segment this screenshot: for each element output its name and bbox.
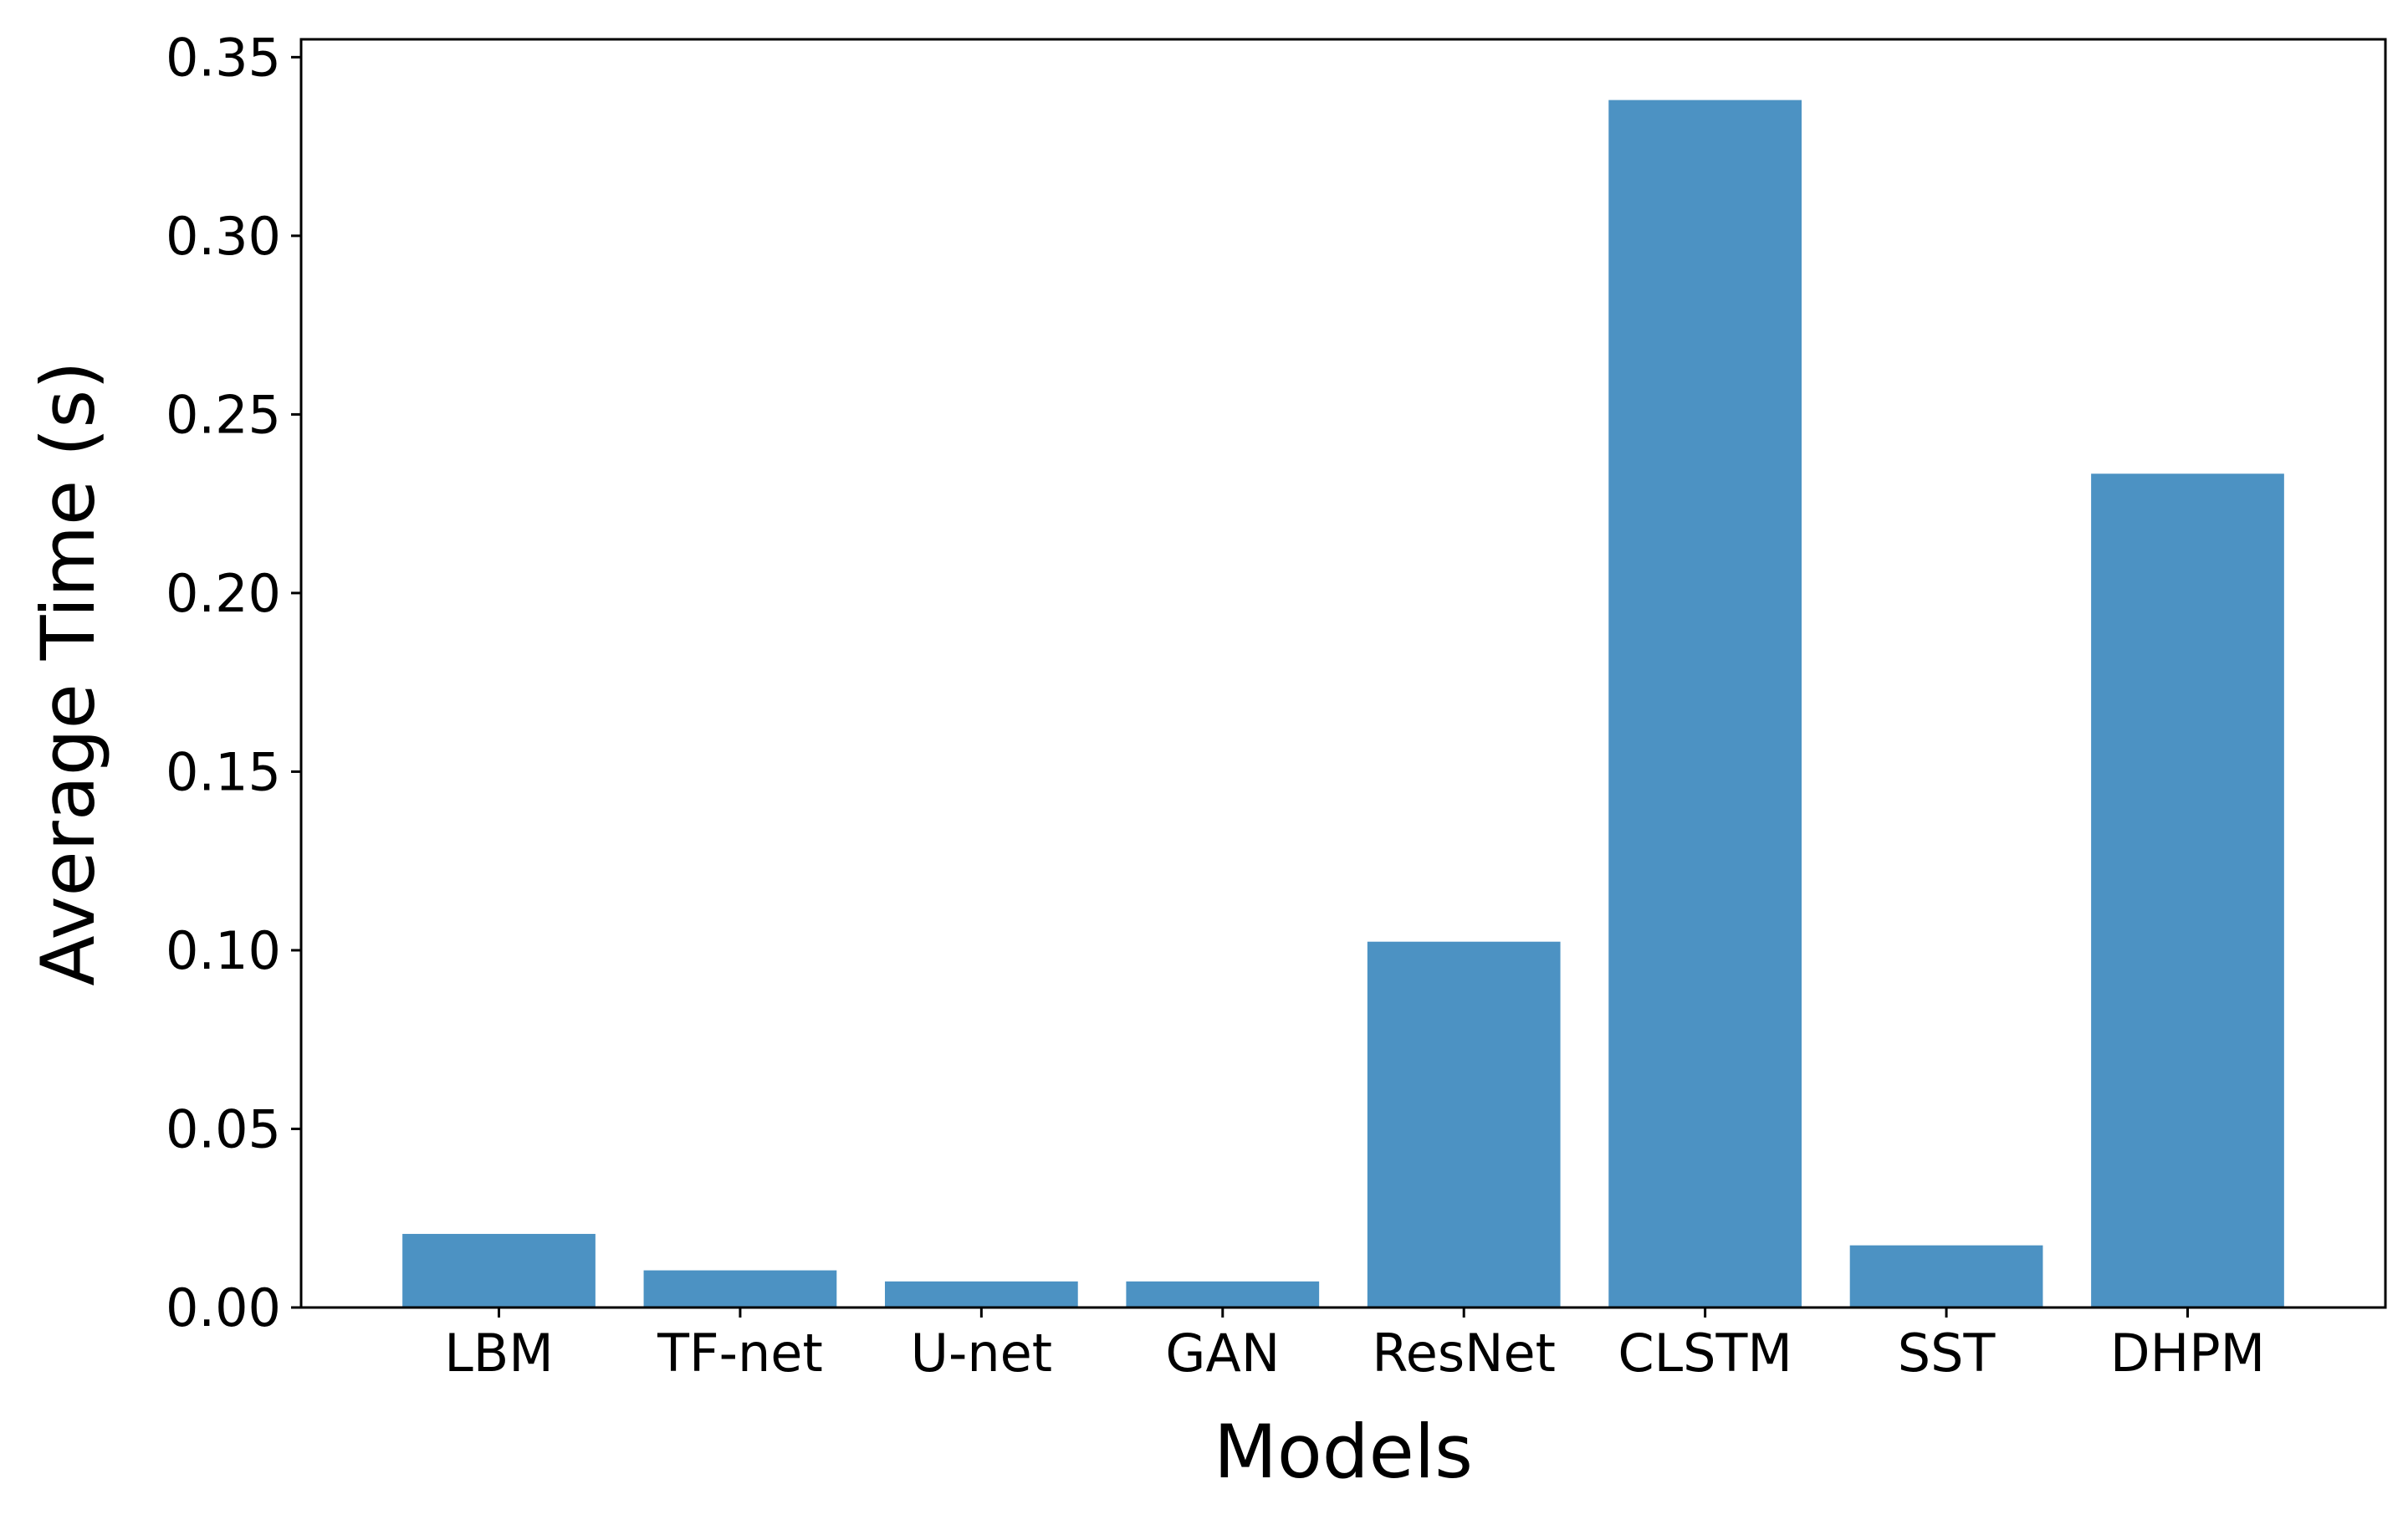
bar-resnet [1367,941,1561,1308]
x-tick-label: ResNet [1372,1323,1556,1384]
y-axis-ticks: 0.00 0.05 0.10 0.15 0.20 0.25 0.30 0.35 [166,27,301,1338]
bar-dhpm [2091,473,2284,1308]
x-tick-label: GAN [1165,1323,1280,1384]
bar-tf-net [643,1270,837,1308]
bar-u-net [884,1281,1078,1308]
y-axis-label: Average Time (s) [25,361,111,985]
y-tick-label: 0.30 [166,206,281,267]
plot-frame [299,38,2387,1309]
x-tick-label: DHPM [2110,1323,2265,1384]
bar-lbm [402,1234,596,1308]
x-axis-ticks: LBM TF-net U-net GAN ResNet CLSTM SST DHPM [444,1308,2265,1384]
bar-clstm [1608,100,1802,1308]
x-tick-label: CLSTM [1618,1323,1792,1384]
bar-gan [1126,1281,1320,1308]
x-tick-label: SST [1898,1323,1996,1384]
y-tick-label: 0.25 [166,384,281,445]
y-tick-label: 0.05 [166,1098,281,1159]
x-tick-label: U-net [911,1323,1053,1384]
bars-group [402,100,2284,1308]
x-axis-label: Models [1214,1409,1473,1495]
x-tick-label: TF-net [657,1323,823,1384]
y-tick-label: 0.35 [166,27,281,88]
y-tick-label: 0.00 [166,1277,281,1338]
bar-sst [1849,1245,2043,1308]
y-tick-label: 0.10 [166,920,281,981]
x-tick-label: LBM [444,1323,554,1384]
y-tick-label: 0.20 [166,563,281,624]
y-tick-label: 0.15 [166,741,281,802]
